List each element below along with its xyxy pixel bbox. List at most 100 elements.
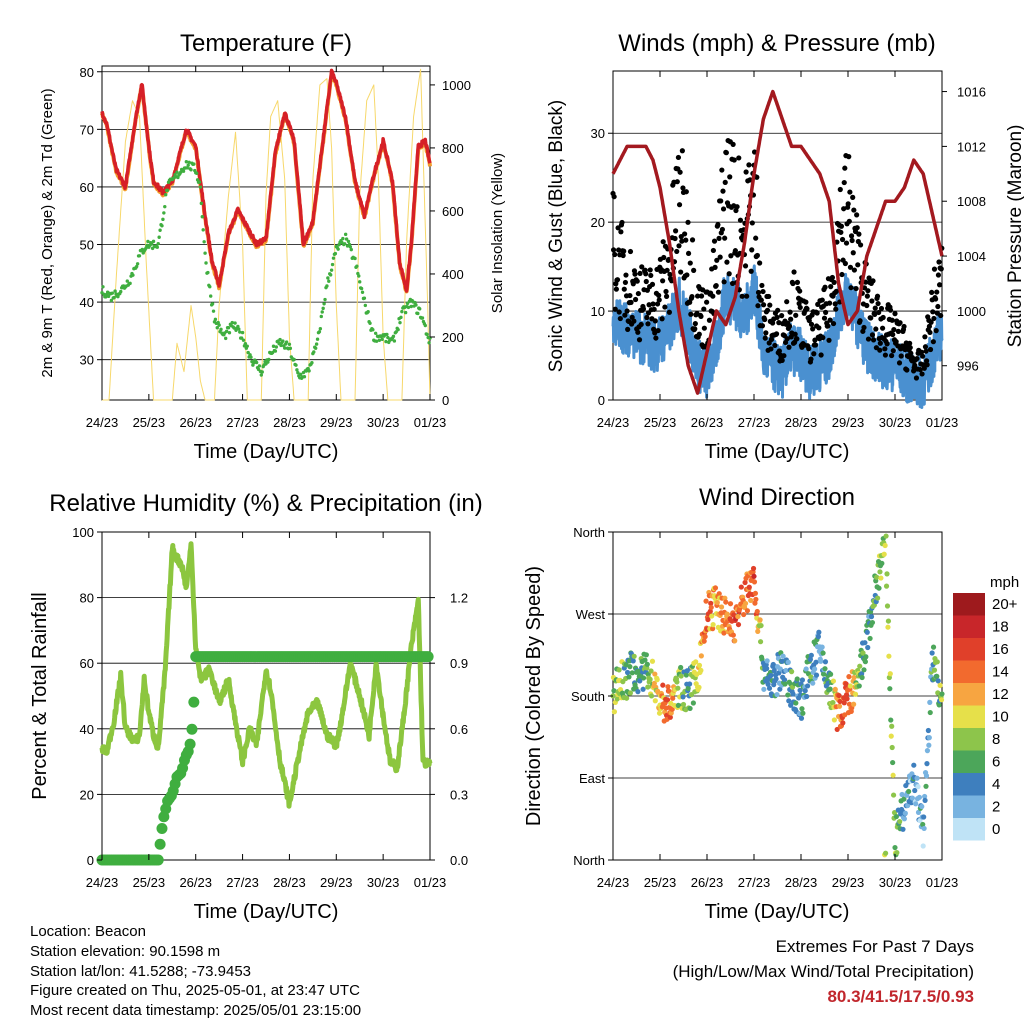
dewpoint-point [357, 274, 361, 278]
gust-point [643, 278, 649, 285]
gust-point [706, 317, 713, 323]
speed-colorbar: mph 20+ 18 16 14 12 10 8 6 4 2 0 [953, 574, 1019, 841]
dewpoint-point [137, 254, 142, 258]
direction-point [882, 542, 888, 549]
dewpoint-point [209, 294, 213, 298]
gust-point [720, 188, 726, 194]
precip-point [154, 838, 166, 850]
wind-speed-line [611, 264, 944, 409]
x-tick-label: 01/23 [414, 415, 447, 430]
gust-point [890, 348, 896, 354]
gust-point [927, 346, 934, 353]
direction-point [836, 692, 842, 699]
direction-point [626, 658, 633, 664]
y-tick-label: 40 [80, 722, 94, 737]
direction-point [696, 684, 702, 690]
gust-point [838, 223, 845, 229]
direction-point [901, 816, 908, 822]
direction-point [887, 686, 893, 692]
direction-point [869, 619, 876, 626]
gust-point [806, 346, 812, 352]
gust-point [923, 348, 929, 354]
dewpoint-point [374, 339, 379, 343]
gust-point [889, 317, 895, 323]
gust-point [825, 323, 831, 329]
gust-point [680, 185, 686, 191]
dewpoint-point [385, 332, 389, 337]
direction-point [627, 690, 633, 696]
dewpoint-point [273, 349, 278, 353]
dewpoint-point [113, 289, 117, 293]
direction-point [888, 733, 894, 739]
dewpoint-point [199, 201, 204, 206]
gust-point [649, 281, 656, 287]
dewpoint-point [403, 310, 408, 315]
dewpoint-point [213, 317, 218, 322]
relative-humidity-line [99, 541, 433, 809]
gust-point [716, 235, 722, 241]
y-tick-label: West [576, 607, 606, 622]
direction-point [856, 683, 862, 689]
gust-point [612, 251, 618, 258]
dewpoint-point [278, 337, 282, 342]
dewpoint-point [294, 363, 298, 367]
gust-point [734, 204, 740, 210]
colorbar-label: 4 [992, 776, 1000, 793]
gust-point [822, 284, 828, 290]
gust-point [930, 339, 936, 345]
gust-point [687, 260, 693, 266]
gust-point [869, 298, 875, 304]
direction-point [921, 814, 927, 820]
gust-point [617, 315, 623, 322]
direction-point [656, 710, 663, 716]
dewpoint-point [157, 235, 161, 239]
y-tick-label: 50 [80, 238, 94, 253]
gust-point [821, 315, 828, 321]
dewpoint-point [348, 245, 353, 249]
y-tick-label: 30 [591, 126, 605, 141]
gust-point [812, 337, 818, 343]
gust-point [839, 271, 845, 278]
gust-point [627, 292, 633, 299]
gust-point [616, 247, 622, 253]
dewpoint-point [266, 360, 270, 364]
gust-point [936, 282, 943, 288]
colorbar-swatch [953, 705, 985, 728]
gust-point [724, 259, 730, 265]
gust-point [842, 260, 848, 267]
x-tick-label: 24/23 [86, 875, 119, 890]
dewpoint-point [420, 316, 425, 320]
dewpoint-point [377, 338, 382, 342]
direction-point [707, 608, 713, 614]
direction-point [836, 703, 843, 709]
gust-point [856, 231, 862, 237]
dewpoint-point [125, 279, 130, 283]
direction-point [911, 762, 917, 768]
y-right-tick-label: 0.3 [450, 787, 468, 802]
gust-point [934, 289, 940, 295]
direction-point [611, 709, 618, 715]
dewpoint-point [236, 324, 240, 329]
gust-point [676, 243, 682, 249]
gust-point [623, 272, 629, 278]
direction-point [827, 686, 833, 692]
gust-point [838, 229, 844, 235]
colorbar-swatch [953, 750, 985, 773]
dewpoint-point [233, 321, 237, 325]
gust-point [628, 299, 634, 305]
gust-point [622, 279, 629, 286]
direction-point [790, 691, 796, 697]
direction-point [902, 810, 908, 816]
direction-point [710, 626, 716, 632]
colorbar-swatch [953, 818, 985, 841]
precip-point [188, 696, 200, 708]
gust-point [774, 314, 780, 320]
x-tick-label: 24/23 [597, 875, 630, 890]
gust-point [873, 326, 879, 332]
latlon-text: Station lat/lon: 41.5288; -73.9453 [30, 962, 252, 980]
gust-point [755, 289, 762, 296]
gust-point [837, 186, 843, 193]
x-tick-label: 26/23 [691, 415, 724, 430]
gust-point [841, 179, 847, 186]
direction-point [935, 678, 941, 684]
